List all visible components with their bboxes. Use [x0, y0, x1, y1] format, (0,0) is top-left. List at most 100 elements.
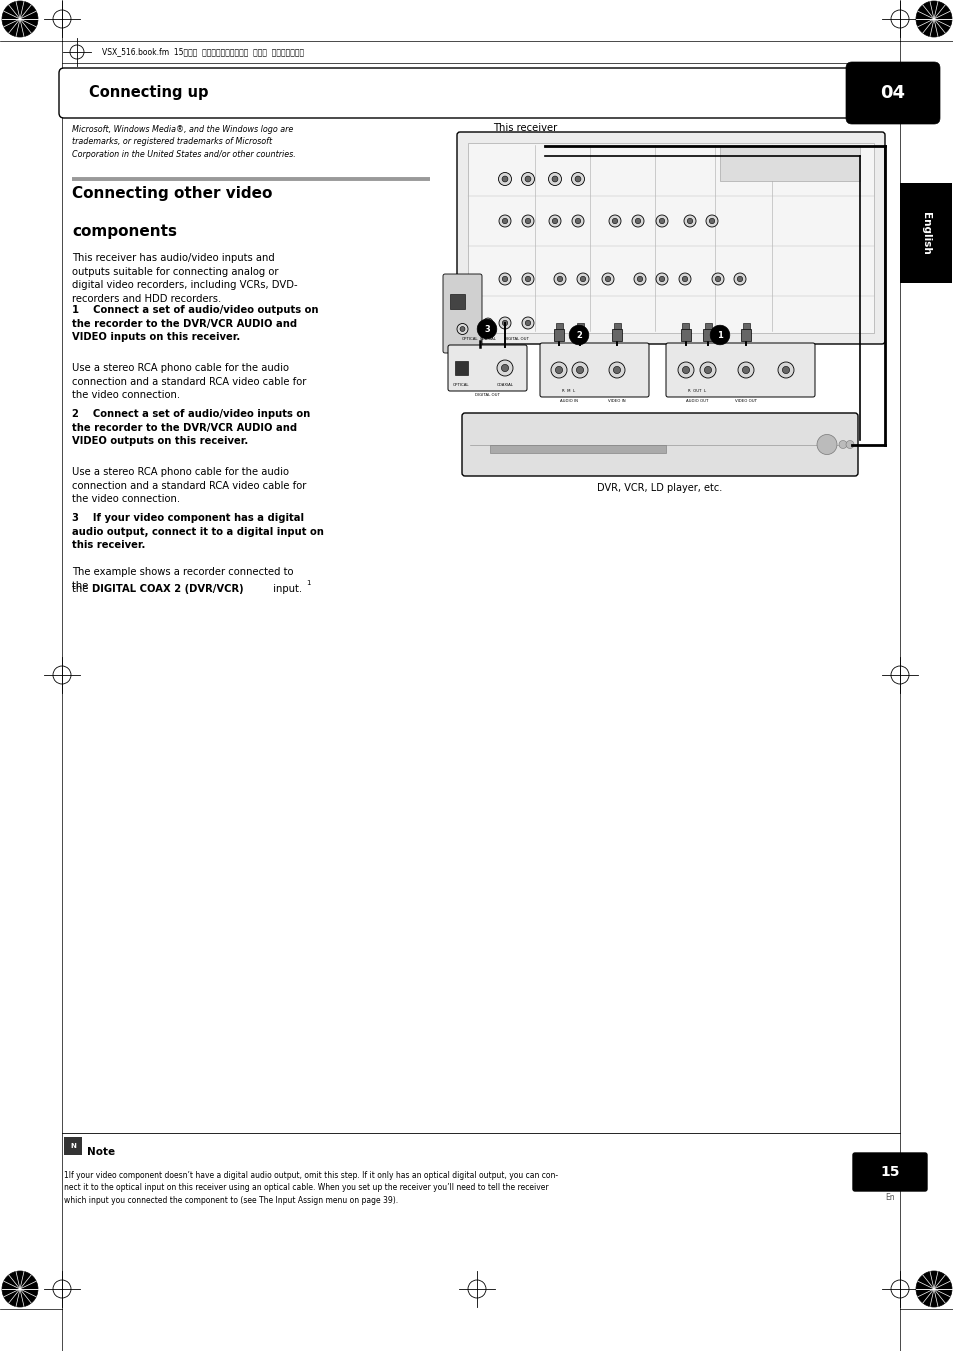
- Circle shape: [634, 273, 645, 285]
- Circle shape: [915, 1, 951, 36]
- Circle shape: [501, 176, 507, 182]
- FancyBboxPatch shape: [845, 62, 939, 124]
- FancyBboxPatch shape: [448, 345, 526, 390]
- Circle shape: [703, 366, 711, 374]
- Text: the: the: [71, 584, 91, 594]
- Circle shape: [686, 219, 692, 224]
- Text: Use a stereo RCA phono cable for the audio
connection and a standard RCA video c: Use a stereo RCA phono cable for the aud…: [71, 363, 306, 400]
- Circle shape: [631, 215, 643, 227]
- Bar: [576, 323, 583, 330]
- Circle shape: [576, 366, 583, 374]
- Text: English: English: [920, 212, 930, 254]
- Bar: [455, 361, 468, 376]
- Circle shape: [552, 219, 558, 224]
- Text: 1    Connect a set of audio/video outputs on
the recorder to the DVR/VCR AUDIO a: 1 Connect a set of audio/video outputs o…: [71, 305, 318, 342]
- FancyBboxPatch shape: [461, 413, 857, 476]
- FancyBboxPatch shape: [539, 343, 648, 397]
- Circle shape: [709, 219, 714, 224]
- Text: AUDIO OUT: AUDIO OUT: [685, 399, 707, 403]
- Circle shape: [476, 319, 497, 339]
- Circle shape: [482, 317, 493, 328]
- Text: COAXIAL: COAXIAL: [497, 382, 513, 386]
- FancyBboxPatch shape: [442, 274, 481, 353]
- Bar: [740, 330, 750, 340]
- Text: DIGITAL OUT: DIGITAL OUT: [474, 393, 499, 397]
- Circle shape: [501, 365, 508, 372]
- Circle shape: [502, 277, 507, 282]
- Bar: [554, 330, 563, 340]
- Bar: [703, 323, 711, 330]
- Text: VIDEO OUT: VIDEO OUT: [734, 399, 757, 403]
- Text: R  M  L: R M L: [562, 389, 575, 393]
- Bar: [702, 330, 712, 340]
- Text: Note: Note: [87, 1147, 115, 1156]
- Circle shape: [521, 317, 534, 330]
- Text: DIGITAL OUT: DIGITAL OUT: [503, 336, 528, 340]
- Bar: [899, 182, 951, 282]
- Circle shape: [2, 1271, 38, 1306]
- Text: 15: 15: [880, 1165, 899, 1179]
- Circle shape: [525, 320, 530, 326]
- Text: This receiver: This receiver: [493, 123, 557, 132]
- Circle shape: [613, 366, 620, 374]
- Bar: [555, 323, 562, 330]
- Text: DVR, VCR, LD player, etc.: DVR, VCR, LD player, etc.: [597, 484, 721, 493]
- Text: 1: 1: [717, 331, 722, 339]
- Circle shape: [498, 173, 511, 185]
- Text: 04: 04: [880, 84, 904, 101]
- Circle shape: [525, 277, 530, 282]
- Circle shape: [608, 215, 620, 227]
- Text: This receiver has audio/video inputs and
outputs suitable for connecting analog : This receiver has audio/video inputs and…: [71, 253, 297, 304]
- Circle shape: [521, 273, 534, 285]
- Text: DIGITAL COAX 2 (DVR/VCR): DIGITAL COAX 2 (DVR/VCR): [91, 584, 243, 594]
- Circle shape: [711, 273, 723, 285]
- Circle shape: [557, 277, 562, 282]
- Text: Use a stereo RCA phono cable for the audio
connection and a standard RCA video c: Use a stereo RCA phono cable for the aud…: [71, 467, 306, 504]
- Circle shape: [601, 273, 614, 285]
- Circle shape: [737, 277, 742, 282]
- Text: Connecting other video: Connecting other video: [71, 186, 273, 201]
- Circle shape: [659, 277, 664, 282]
- Circle shape: [781, 366, 789, 374]
- Bar: [575, 330, 584, 340]
- Circle shape: [915, 1271, 951, 1306]
- Circle shape: [502, 219, 507, 224]
- Text: COAXIAL: COAXIAL: [479, 336, 496, 340]
- Text: Microsoft, Windows Media®, and the Windows logo are
trademarks, or registered tr: Microsoft, Windows Media®, and the Windo…: [71, 126, 295, 159]
- Circle shape: [497, 359, 513, 376]
- Bar: [490, 444, 665, 453]
- Circle shape: [572, 215, 583, 227]
- Bar: [681, 323, 689, 330]
- Text: OPTICAL: OPTICAL: [453, 382, 469, 386]
- FancyBboxPatch shape: [59, 68, 856, 118]
- Circle shape: [572, 362, 587, 378]
- Circle shape: [2, 1, 38, 36]
- Bar: [741, 323, 749, 330]
- Bar: [450, 295, 464, 309]
- Circle shape: [554, 273, 565, 285]
- Text: 1: 1: [306, 580, 311, 586]
- Circle shape: [709, 326, 729, 345]
- Text: 2    Connect a set of audio/video inputs on
the recorder to the DVR/VCR AUDIO an: 2 Connect a set of audio/video inputs on…: [71, 409, 310, 446]
- Circle shape: [659, 219, 664, 224]
- Circle shape: [700, 362, 716, 378]
- Text: AUDIO IN: AUDIO IN: [559, 399, 578, 403]
- Text: R  OUT  L: R OUT L: [687, 389, 705, 393]
- Circle shape: [498, 215, 511, 227]
- Circle shape: [845, 440, 853, 449]
- Circle shape: [552, 176, 558, 182]
- Circle shape: [681, 277, 687, 282]
- Circle shape: [525, 219, 530, 224]
- Circle shape: [741, 366, 749, 374]
- Text: VSX_516.book.fm  15ページ  ２００６年２月２１日  火曜日  午後４晎５２分: VSX_516.book.fm 15ページ ２００６年２月２１日 火曜日 午後４…: [102, 47, 304, 57]
- Circle shape: [548, 215, 560, 227]
- Circle shape: [498, 317, 511, 330]
- Bar: [468, 143, 873, 332]
- Bar: [64, 1138, 82, 1155]
- Text: 3    If your video component has a digital
audio output, connect it to a digital: 3 If your video component has a digital …: [71, 513, 323, 550]
- Bar: [613, 323, 619, 330]
- Circle shape: [738, 362, 753, 378]
- Circle shape: [575, 219, 580, 224]
- Circle shape: [524, 176, 531, 182]
- Text: components: components: [71, 224, 177, 239]
